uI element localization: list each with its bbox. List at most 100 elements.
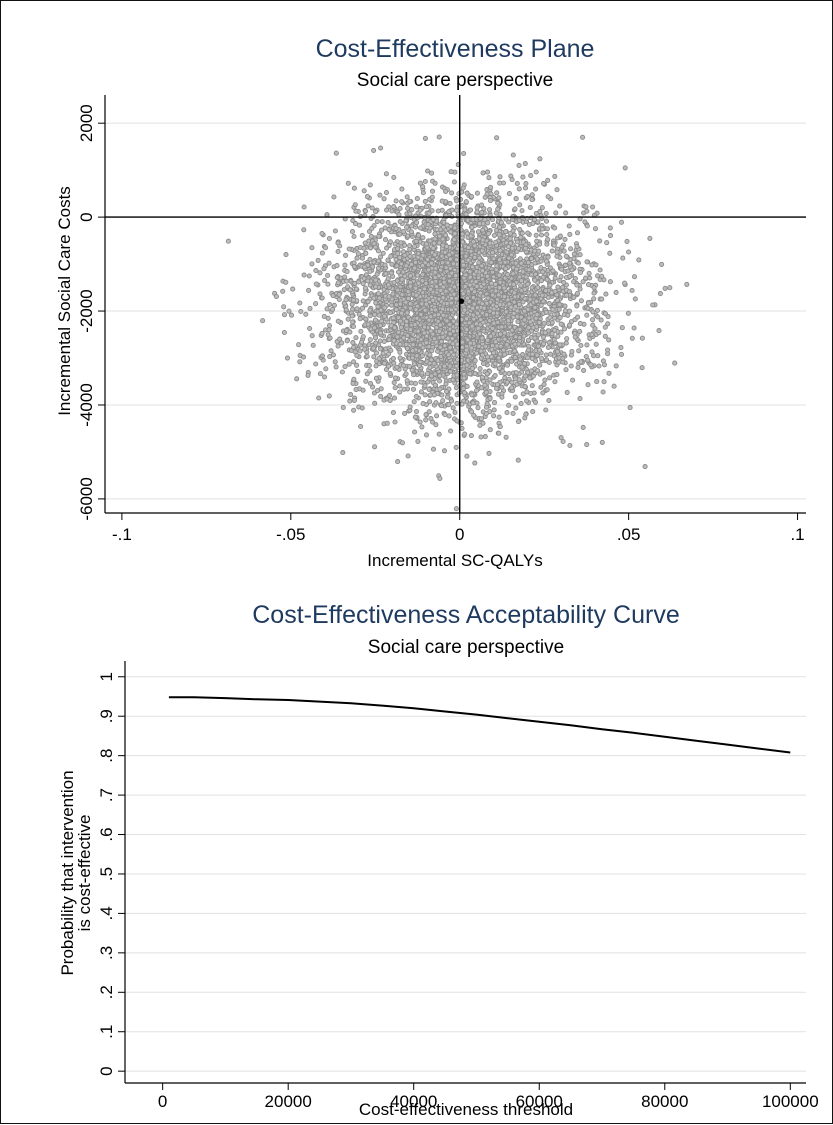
ce-plane-point: [387, 337, 391, 341]
ce-plane-point: [566, 313, 570, 317]
ce-plane-point: [344, 253, 348, 257]
ce-plane-point: [504, 435, 508, 439]
ce-plane-point: [519, 315, 523, 319]
ce-plane-point: [324, 367, 328, 371]
ce-plane-point: [584, 205, 588, 209]
ce-plane-point: [416, 439, 420, 443]
ce-plane-point: [512, 291, 516, 295]
ce-plane-point: [582, 368, 586, 372]
ce-plane-point: [471, 306, 475, 310]
ce-plane-point: [607, 371, 611, 375]
ce-plane-point: [518, 257, 522, 261]
ce-plane-point: [360, 233, 364, 237]
ce-plane-point: [377, 234, 381, 238]
ce-plane-point: [553, 380, 557, 384]
ce-plane-point: [455, 401, 459, 405]
ce-plane-point: [517, 246, 521, 250]
ce-plane-point: [568, 443, 572, 447]
ce-plane-point: [540, 356, 544, 360]
ce-plane-point: [408, 302, 412, 306]
ce-plane-point: [464, 273, 468, 277]
ce-plane-point: [541, 391, 545, 395]
ce-plane-point: [567, 224, 571, 228]
ce-plane-point: [505, 363, 509, 367]
ce-plane-point: [373, 401, 377, 405]
ce-plane-point: [598, 239, 602, 243]
ce-plane-point: [302, 228, 306, 232]
ce-plane-point: [584, 276, 588, 280]
ce-plane-point: [410, 368, 414, 372]
ce-plane-point: [502, 295, 506, 299]
ce-plane-point: [405, 346, 409, 350]
ce-plane-point: [526, 260, 530, 264]
ce-plane-point: [504, 230, 508, 234]
ce-plane-point: [558, 234, 562, 238]
ce-plane-point: [603, 334, 607, 338]
ce-plane-point: [498, 332, 502, 336]
ce-plane-point: [423, 384, 427, 388]
ce-plane-point: [437, 135, 441, 139]
ce-plane-point: [453, 232, 457, 236]
ce-plane-point: [431, 298, 435, 302]
ce-plane-point: [408, 199, 412, 203]
ce-plane-point: [443, 233, 447, 237]
ce-plane-point: [463, 432, 467, 436]
ce-plane-point: [354, 209, 358, 213]
ce-plane-point: [418, 208, 422, 212]
ce-plane-point: [375, 220, 379, 224]
ce-plane-point: [585, 443, 589, 447]
ce-plane-point: [460, 345, 464, 349]
ce-plane-point: [386, 277, 390, 281]
ce-plane-point: [468, 341, 472, 345]
ce-plane-point: [345, 279, 349, 283]
ce-plane-point: [455, 364, 459, 368]
ce-plane-point: [523, 297, 527, 301]
ce-plane-point: [379, 331, 383, 335]
ce-plane-point: [523, 162, 527, 166]
ce-plane-point: [542, 342, 546, 346]
ce-plane-point: [514, 335, 518, 339]
ce-plane-point: [544, 408, 548, 412]
ce-plane-point: [497, 431, 501, 435]
ce-plane-point: [495, 344, 499, 348]
ce-plane-point: [575, 231, 579, 235]
ce-plane-point: [558, 343, 562, 347]
ce-plane-point: [383, 263, 387, 267]
ce-plane-point: [390, 262, 394, 266]
ce-plane-point: [512, 300, 516, 304]
ce-plane-point: [504, 310, 508, 314]
ce-plane-point: [510, 178, 514, 182]
ce-plane-point: [561, 285, 565, 289]
ce-plane-point: [565, 390, 569, 394]
ce-plane-point: [437, 329, 441, 333]
ce-plane-point: [590, 263, 594, 267]
ce-plane-point: [355, 256, 359, 260]
ce-plane-point: [658, 292, 662, 296]
ce-plane-point: [438, 374, 442, 378]
ce-plane-point: [500, 395, 504, 399]
ce-plane-point: [274, 294, 278, 298]
ce-plane-point: [612, 384, 616, 388]
ce-plane-point: [386, 220, 390, 224]
ce-plane-point: [438, 323, 442, 327]
ce-plane-point: [619, 352, 623, 356]
ce-plane-point: [447, 274, 451, 278]
ce-plane-point: [461, 381, 465, 385]
ce-plane-point: [366, 279, 370, 283]
ce-plane-point: [535, 313, 539, 317]
ce-plane-point: [340, 370, 344, 374]
ce-plane-point: [465, 191, 469, 195]
ce-plane-point: [308, 326, 312, 330]
ce-plane-point: [519, 235, 523, 239]
ce-plane-point: [506, 298, 510, 302]
ce-plane-point: [660, 262, 664, 266]
ce-plane-point: [559, 330, 563, 334]
ce-plane-point: [446, 261, 450, 265]
ce-plane-point: [476, 326, 480, 330]
ce-plane-point: [358, 349, 362, 353]
ce-plane-point: [414, 410, 418, 414]
ce-plane-point: [355, 307, 359, 311]
ce-plane-point: [420, 425, 424, 429]
ce-plane-point: [601, 390, 605, 394]
ce-plane-point: [421, 236, 425, 240]
